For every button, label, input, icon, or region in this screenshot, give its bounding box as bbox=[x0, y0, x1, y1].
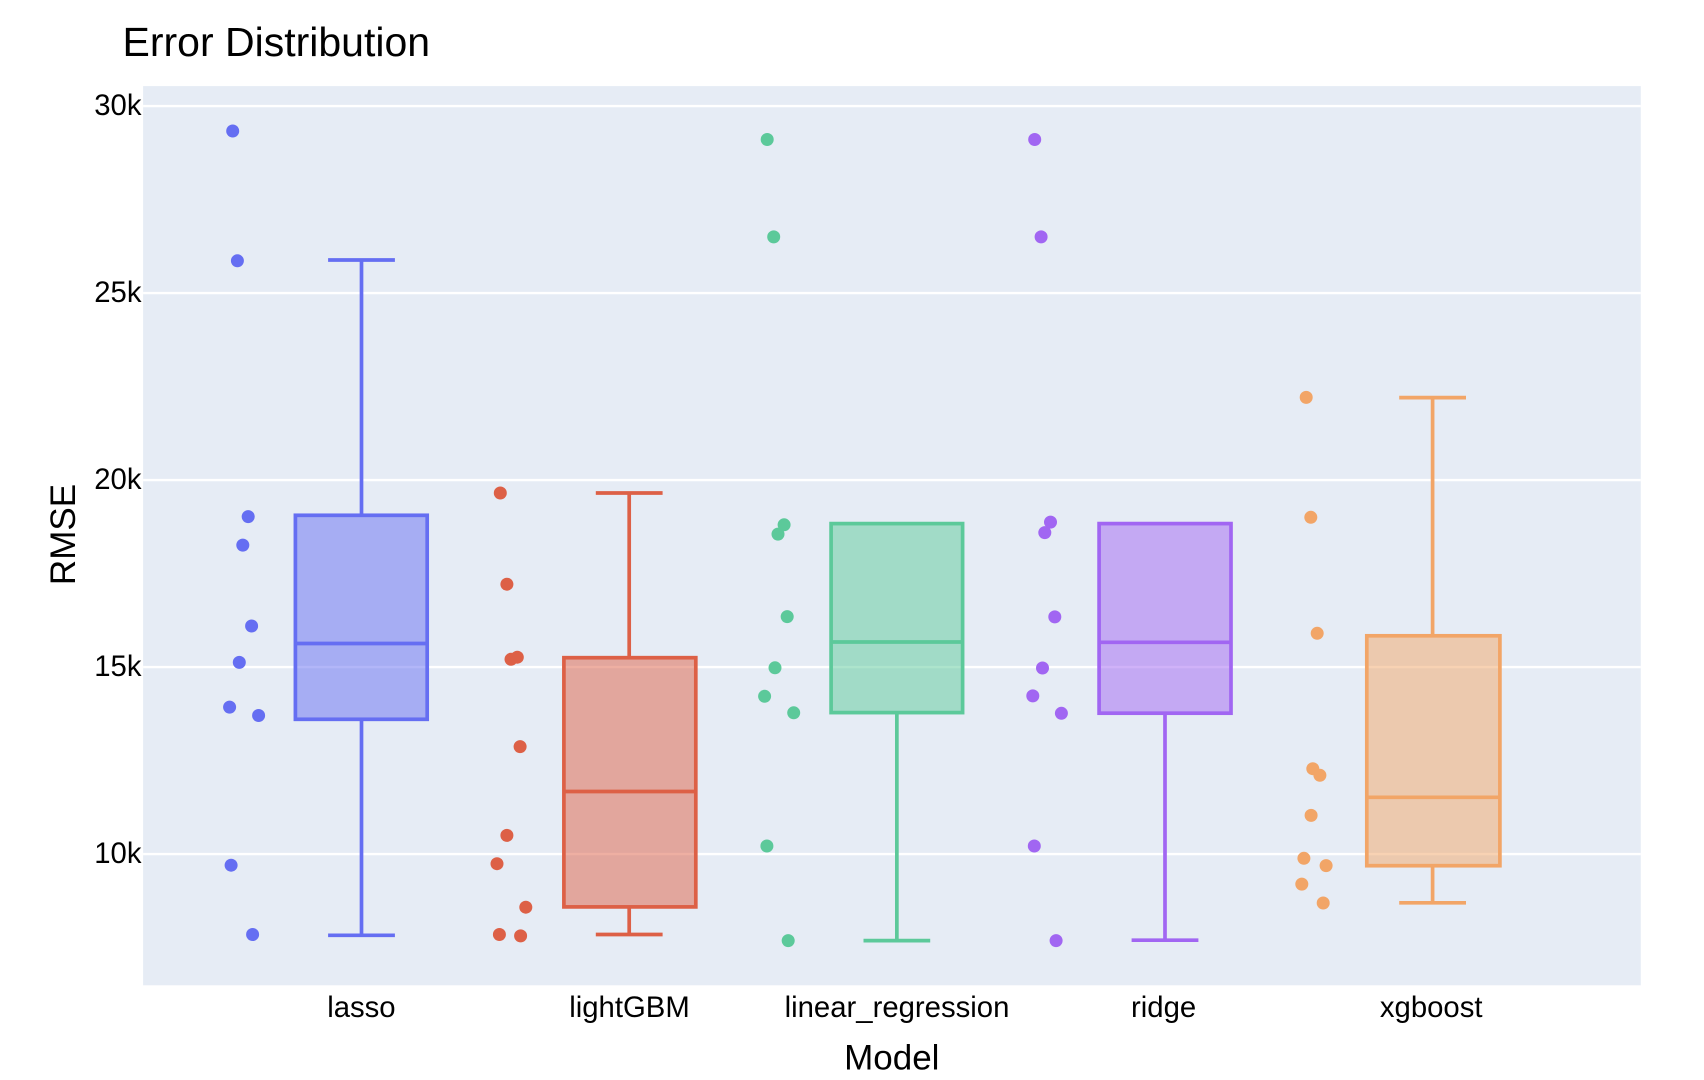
svg-text:xgboost: xgboost bbox=[1380, 991, 1483, 1024]
svg-text:ridge: ridge bbox=[1131, 991, 1196, 1024]
svg-text:lightGBM: lightGBM bbox=[569, 991, 689, 1024]
svg-text:linear_regression: linear_regression bbox=[785, 991, 1010, 1024]
svg-text:lasso: lasso bbox=[327, 991, 395, 1024]
svg-text:20k: 20k bbox=[94, 463, 142, 496]
svg-text:25k: 25k bbox=[94, 276, 142, 309]
svg-text:RMSE: RMSE bbox=[44, 484, 83, 585]
svg-text:Model: Model bbox=[844, 1038, 939, 1077]
svg-text:15k: 15k bbox=[94, 650, 142, 683]
svg-text:10k: 10k bbox=[94, 837, 142, 870]
svg-text:Error Distribution: Error Distribution bbox=[123, 19, 431, 65]
svg-text:30k: 30k bbox=[94, 89, 142, 122]
